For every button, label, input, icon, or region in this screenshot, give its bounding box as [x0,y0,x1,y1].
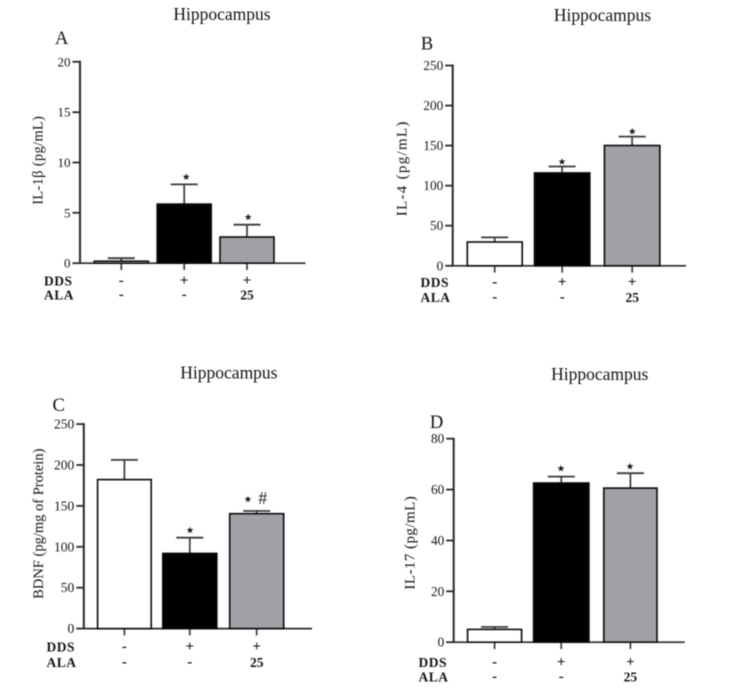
svg-text:+: + [558,274,567,290]
svg-text:25: 25 [625,290,639,305]
svg-text:IL-1β (pg/mL): IL-1β (pg/mL) [31,116,47,205]
svg-text:200: 200 [54,458,75,473]
svg-text:40: 40 [431,533,445,548]
svg-text:BDNF (pg/mg of Protein): BDNF (pg/mg of Protein) [31,448,47,598]
svg-text:20: 20 [431,584,445,599]
svg-text:-: - [492,654,497,670]
svg-text:-: - [122,654,127,670]
svg-text:0: 0 [68,621,75,636]
svg-text:60: 60 [431,482,445,497]
svg-text:0: 0 [437,258,444,273]
svg-text:-: - [119,273,124,289]
svg-text:D: D [430,413,443,433]
svg-text:ALA: ALA [421,290,451,305]
svg-text:-: - [492,274,497,290]
svg-text:DDS: DDS [44,273,73,288]
svg-text:+: + [243,273,252,289]
svg-text:IL-4 (pg/mL): IL-4 (pg/mL) [394,120,410,216]
svg-text:-: - [182,287,187,303]
svg-text:50: 50 [430,218,444,233]
svg-text:Hippocampus: Hippocampus [554,5,651,25]
svg-text:#: # [258,488,267,508]
svg-text:0: 0 [64,256,71,271]
svg-text:0: 0 [438,635,445,650]
svg-text:DDS: DDS [419,655,448,670]
svg-text:C: C [53,396,65,416]
svg-text:20: 20 [58,54,71,69]
svg-text:-: - [559,669,564,685]
svg-text:+: + [557,654,566,670]
svg-text:ALA: ALA [47,655,77,670]
svg-text:100: 100 [54,539,75,554]
svg-text:150: 150 [423,138,443,153]
svg-text:IL-17 (pg/mL): IL-17 (pg/mL) [402,496,418,590]
svg-text:50: 50 [61,580,75,595]
svg-text:Hippocampus: Hippocampus [551,364,648,384]
svg-text:+: + [628,274,637,290]
svg-text:+: + [180,273,189,289]
svg-text:ALA: ALA [44,288,74,303]
svg-text:10: 10 [58,155,71,170]
svg-text:+: + [186,639,195,655]
svg-text:150: 150 [54,498,75,513]
svg-text:100: 100 [423,178,443,193]
svg-text:5: 5 [64,205,71,220]
svg-text:-: - [122,639,127,655]
svg-text:250: 250 [423,58,443,73]
svg-text:250: 250 [54,417,75,432]
svg-text:200: 200 [423,98,443,113]
svg-text:Hippocampus: Hippocampus [173,4,270,24]
svg-text:15: 15 [58,105,71,120]
svg-text:-: - [187,654,192,670]
svg-text:Hippocampus: Hippocampus [180,363,277,383]
svg-text:ALA: ALA [419,670,449,685]
svg-text:25: 25 [624,670,638,685]
svg-text:25: 25 [250,655,264,670]
svg-text:+: + [626,654,635,670]
svg-text:25: 25 [240,288,254,303]
svg-text:+: + [252,639,261,655]
svg-text:B: B [421,35,433,55]
svg-text:80: 80 [431,431,445,446]
svg-text:-: - [492,669,497,685]
svg-text:-: - [119,287,124,303]
svg-text:DDS: DDS [421,275,450,290]
svg-text:A: A [55,29,69,49]
svg-text:DDS: DDS [47,640,76,655]
svg-text:-: - [560,289,565,305]
svg-text:-: - [492,289,497,305]
